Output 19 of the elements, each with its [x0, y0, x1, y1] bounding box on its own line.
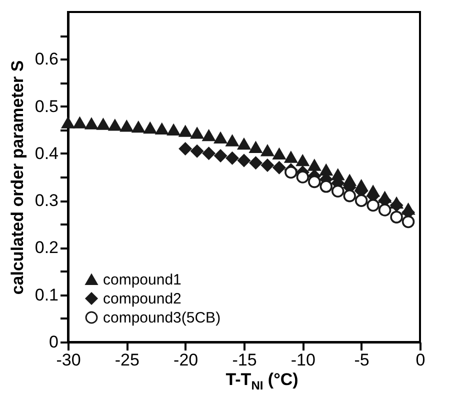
y-tick-label: 0.1 — [34, 285, 58, 304]
legend-label: compound1 — [103, 272, 182, 288]
y-tick-label: 0.2 — [34, 238, 58, 258]
y-tick-label: 0.3 — [34, 191, 58, 210]
x-tick-label: -10 — [290, 350, 316, 370]
y-tick-label: 0.6 — [34, 50, 58, 69]
x-tick-label: -5 — [354, 350, 370, 370]
x-tick-label: 0 — [416, 350, 426, 370]
y-tick-label: 0 — [49, 332, 58, 352]
x-tick-label: -25 — [114, 350, 140, 370]
y-tick-label: 0.5 — [34, 96, 58, 116]
legend-label: compound3(5CB) — [103, 310, 221, 326]
y-axis-title: calculated order parameter S — [8, 60, 27, 295]
x-tick-label: -30 — [56, 350, 81, 370]
x-tick-label: -20 — [174, 350, 198, 370]
x-axis-title: T-T$_{NI}$ (°C) — [224, 370, 300, 392]
x-tick-label: -15 — [232, 350, 257, 370]
y-tick-label: 0.4 — [34, 144, 58, 163]
legend-label: compound2 — [103, 290, 182, 308]
